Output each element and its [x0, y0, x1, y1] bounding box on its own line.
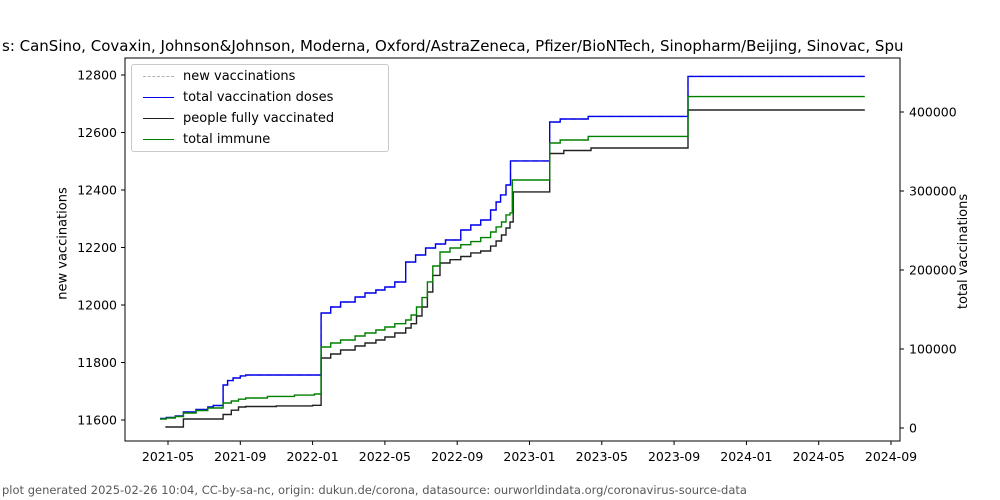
legend-item: total vaccination doses: [143, 87, 388, 108]
legend-label: total vaccination doses: [183, 90, 334, 105]
legend-item: people fully vaccinated: [143, 108, 388, 129]
y-tick-label-right: 400000: [909, 105, 957, 120]
x-tick-label: 2023-01: [503, 449, 555, 464]
x-tick-label: 2024-05: [793, 449, 845, 464]
axes-frame: [124, 57, 901, 442]
x-tick-label: 2022-09: [431, 449, 483, 464]
dashed-line-sample: [143, 76, 174, 77]
series-total-vaccination-doses: [160, 75, 865, 420]
y-tick-label-right: 100000: [909, 342, 957, 357]
y-tick-label-left: 12200: [77, 240, 117, 255]
y-tick-label-left: 12400: [77, 183, 117, 198]
x-tick-label: 2021-05: [142, 449, 194, 464]
legend-item: total immune: [143, 129, 388, 150]
legend-label: total immune: [183, 132, 271, 147]
attribution-text: plot generated 2025-02-26 10:04, CC-by-s…: [2, 483, 747, 497]
legend-label: people fully vaccinated: [183, 111, 335, 126]
series-people-fully-vaccinated: [165, 109, 865, 428]
y-tick-label-left: 11800: [77, 355, 117, 370]
y-tick-label-left: 12800: [77, 68, 117, 83]
green-line-sample: [143, 139, 174, 140]
y-tick-label-right: 0: [909, 421, 917, 436]
black-line-sample: [143, 118, 174, 119]
x-tick-label: 2022-01: [286, 449, 338, 464]
x-tick-label: 2023-05: [576, 449, 628, 464]
x-tick-label: 2021-09: [214, 449, 266, 464]
x-tick-label: 2024-09: [865, 449, 917, 464]
legend-item: new vaccinations: [143, 66, 388, 87]
y-tick-label-left: 12000: [77, 298, 117, 313]
series-total-immune: [160, 95, 865, 420]
legend: new vaccinations total vaccination doses…: [131, 64, 389, 152]
x-tick-label: 2024-01: [720, 449, 772, 464]
legend-label: new vaccinations: [183, 69, 296, 84]
x-tick-label: 2023-09: [648, 449, 700, 464]
x-tick-label: 2022-05: [359, 449, 411, 464]
y-tick-label-right: 300000: [909, 184, 957, 199]
blue-line-sample: [143, 97, 174, 98]
chart-title: s: CanSino, Covaxin, Johnson&Johnson, Mo…: [2, 37, 904, 55]
y-tick-label-left: 11600: [77, 413, 117, 428]
y-tick-label-left: 12600: [77, 125, 117, 140]
y-tick-label-right: 200000: [909, 263, 957, 278]
